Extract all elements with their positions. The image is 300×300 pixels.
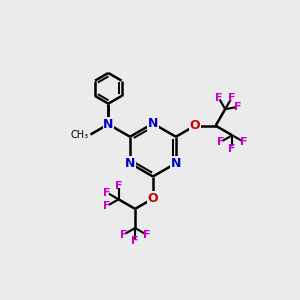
Text: F: F: [228, 93, 236, 103]
Text: F: F: [103, 188, 111, 198]
Text: O: O: [190, 119, 200, 132]
Text: F: F: [240, 137, 247, 147]
Text: F: F: [120, 230, 127, 240]
Text: N: N: [148, 117, 158, 130]
Text: F: F: [235, 102, 242, 112]
Text: N: N: [103, 118, 113, 131]
Text: N: N: [171, 157, 181, 170]
Text: F: F: [103, 201, 111, 211]
Text: CH₃: CH₃: [71, 130, 89, 140]
Text: F: F: [217, 137, 224, 147]
Text: O: O: [148, 192, 158, 205]
Text: F: F: [215, 93, 222, 103]
Text: F: F: [115, 181, 122, 191]
Text: F: F: [229, 143, 236, 154]
Text: F: F: [143, 230, 150, 240]
Text: N: N: [125, 157, 135, 170]
Text: F: F: [131, 236, 139, 246]
